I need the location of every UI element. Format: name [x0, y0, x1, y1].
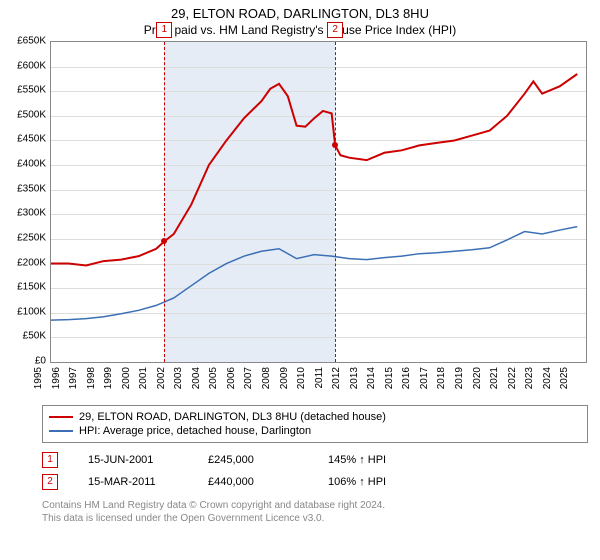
- chart-svg: [51, 42, 586, 362]
- y-tick-label: £650K: [0, 36, 46, 47]
- legend: 29, ELTON ROAD, DARLINGTON, DL3 8HU (det…: [42, 405, 588, 443]
- legend-label: 29, ELTON ROAD, DARLINGTON, DL3 8HU (det…: [79, 411, 386, 423]
- y-tick-label: £500K: [0, 109, 46, 120]
- chart-plot: 12: [50, 41, 587, 363]
- event-date: 15-JUN-2001: [88, 454, 178, 466]
- event-num-box: 1: [42, 452, 58, 468]
- event-delta: 145% ↑ HPI: [328, 454, 418, 466]
- event-row: 2 15-MAR-2011 £440,000 106% ↑ HPI: [42, 471, 588, 493]
- event-num-marker: 1: [156, 22, 172, 38]
- y-tick-label: £400K: [0, 159, 46, 170]
- event-date: 15-MAR-2011: [88, 476, 178, 488]
- legend-swatch: [49, 430, 73, 432]
- footer-line2: This data is licensed under the Open Gov…: [42, 512, 588, 525]
- y-tick-label: £200K: [0, 257, 46, 268]
- legend-label: HPI: Average price, detached house, Darl…: [79, 425, 311, 437]
- page-subtitle: Price paid vs. HM Land Registry's House …: [0, 21, 600, 41]
- y-tick-label: £350K: [0, 183, 46, 194]
- footer-line1: Contains HM Land Registry data © Crown c…: [42, 499, 588, 512]
- y-tick-label: £450K: [0, 134, 46, 145]
- series-property: [51, 74, 577, 266]
- event-price: £245,000: [208, 454, 298, 466]
- event-num-marker: 2: [327, 22, 343, 38]
- y-tick-label: £250K: [0, 232, 46, 243]
- event-delta: 106% ↑ HPI: [328, 476, 418, 488]
- chart-area: 12 £0 £50K £100K £150K £200K £250K £300K £350K £…: [0, 41, 600, 401]
- legend-swatch: [49, 416, 73, 418]
- y-tick-label: £100K: [0, 306, 46, 317]
- event-point: [161, 238, 167, 244]
- event-point: [332, 142, 338, 148]
- event-price: £440,000: [208, 476, 298, 488]
- events-table: 1 15-JUN-2001 £245,000 145% ↑ HPI 2 15-M…: [42, 449, 588, 493]
- page-title: 29, ELTON ROAD, DARLINGTON, DL3 8HU: [0, 0, 600, 21]
- legend-item-property: 29, ELTON ROAD, DARLINGTON, DL3 8HU (det…: [49, 410, 581, 424]
- y-tick-label: £550K: [0, 85, 46, 96]
- y-tick-label: £300K: [0, 208, 46, 219]
- event-vline: [335, 42, 336, 362]
- event-num-box: 2: [42, 474, 58, 490]
- event-row: 1 15-JUN-2001 £245,000 145% ↑ HPI: [42, 449, 588, 471]
- y-tick-label: £50K: [0, 331, 46, 342]
- footer: Contains HM Land Registry data © Crown c…: [42, 499, 588, 525]
- y-tick-label: £150K: [0, 282, 46, 293]
- legend-item-hpi: HPI: Average price, detached house, Darl…: [49, 424, 581, 438]
- series-hpi: [51, 227, 577, 321]
- x-tick-label: 2025: [559, 367, 593, 389]
- y-tick-label: £0: [0, 356, 46, 367]
- event-vline: [164, 42, 165, 362]
- y-tick-label: £600K: [0, 60, 46, 71]
